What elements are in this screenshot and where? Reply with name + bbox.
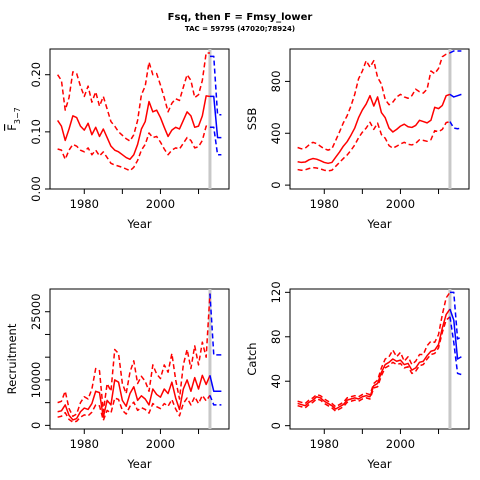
historic-upper-line bbox=[297, 52, 451, 151]
forecast-lower-line bbox=[449, 316, 462, 376]
historic-estimate-line bbox=[297, 308, 451, 410]
y-tick-label: 120 bbox=[269, 281, 283, 303]
historic-upper-line bbox=[56, 52, 210, 142]
forecast-lower-line bbox=[449, 121, 462, 130]
y-tick-label: 40 bbox=[269, 374, 283, 389]
x-tick-label: 2000 bbox=[146, 197, 175, 211]
forecast-estimate-line bbox=[209, 95, 222, 139]
historic-lower-line bbox=[297, 316, 451, 412]
forecast-upper-line bbox=[449, 291, 462, 340]
x-tick-label: 1980 bbox=[310, 437, 339, 451]
y-tick-label: 0 bbox=[29, 422, 43, 429]
y-axis-label-base: F bbox=[5, 124, 19, 131]
y-tick-label: 0 bbox=[269, 422, 283, 429]
plot-frame bbox=[49, 48, 230, 190]
x-tick-label: 1980 bbox=[70, 437, 99, 451]
x-tick-label: 1980 bbox=[70, 197, 99, 211]
plot-series bbox=[56, 52, 222, 172]
y-axis-label: Catch bbox=[245, 342, 259, 375]
y-axis-label: F3−7 bbox=[5, 107, 22, 131]
forecast-lower-line bbox=[209, 395, 222, 406]
x-tick-label: 2000 bbox=[146, 437, 175, 451]
historic-lower-line bbox=[297, 120, 451, 172]
x-tick-label: 2000 bbox=[386, 197, 415, 211]
y-tick-label: 80 bbox=[269, 329, 283, 344]
plot-series bbox=[297, 50, 462, 172]
historic-estimate-line bbox=[56, 95, 211, 161]
plot-frame bbox=[289, 48, 470, 190]
x-axis-label: Year bbox=[366, 217, 392, 231]
forecast-estimate-line bbox=[449, 93, 462, 98]
forecast-upper-line bbox=[449, 50, 462, 54]
y-tick-label: 0.10 bbox=[29, 119, 43, 145]
plot-series bbox=[297, 291, 462, 412]
historic-upper-line bbox=[57, 293, 211, 418]
plot-frame bbox=[49, 288, 230, 430]
x-tick-label: 2000 bbox=[386, 437, 415, 451]
y-tick-label: 0 bbox=[269, 181, 283, 188]
panel-top-right: 1980 2000 0 400 800 Year SSB bbox=[245, 48, 470, 231]
plot-series bbox=[57, 293, 222, 423]
y-tick-label: 800 bbox=[269, 70, 283, 92]
historic-lower-line bbox=[57, 394, 211, 423]
figure-title: Fsq, then F = Fmsy_lower bbox=[168, 12, 313, 23]
plot-frame bbox=[289, 288, 470, 430]
y-tick-label: 25000 bbox=[29, 293, 43, 330]
y-tick-label: 400 bbox=[269, 122, 283, 144]
historic-upper-line bbox=[297, 291, 451, 408]
x-axis-label: Year bbox=[126, 457, 152, 471]
forecast-upper-line bbox=[209, 55, 222, 116]
figure-subtitle: TAC = 59795 (47020;78924) bbox=[185, 25, 295, 33]
y-tick-label: 0.00 bbox=[29, 176, 43, 202]
x-tick-label: 1980 bbox=[310, 197, 339, 211]
panel-top-left: 1980 2000 0.00 0.10 0.20 Year F3−7 bbox=[5, 48, 230, 231]
y-axis-label: Recruitment bbox=[5, 323, 19, 394]
forecast-estimate-line bbox=[449, 308, 462, 360]
forecast-lower-line bbox=[209, 126, 222, 156]
panel-bottom-left: 1980 2000 0 10000 25000 Year Recruitment bbox=[5, 288, 230, 471]
panel-bottom-right: 1980 2000 0 40 80 120 Year Catch bbox=[245, 281, 470, 471]
historic-lower-line bbox=[57, 125, 211, 172]
y-axis-label: SSB bbox=[245, 108, 259, 131]
historic-estimate-line bbox=[57, 374, 211, 421]
forecast-estimate-line bbox=[209, 375, 222, 393]
x-axis-label: Year bbox=[366, 457, 392, 471]
y-tick-label: 0.20 bbox=[29, 62, 43, 88]
y-tick-label: 10000 bbox=[29, 362, 43, 399]
historic-estimate-line bbox=[297, 93, 451, 165]
x-axis-label: Year bbox=[126, 217, 152, 231]
y-axis-label-subscript: 3−7 bbox=[13, 107, 22, 124]
forecast-upper-line bbox=[209, 293, 222, 356]
